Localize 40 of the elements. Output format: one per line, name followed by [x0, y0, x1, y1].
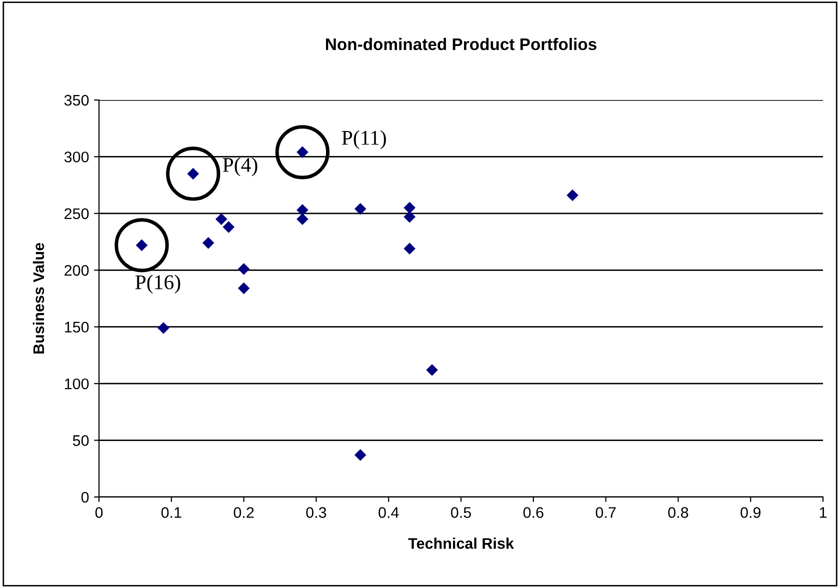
- y-tick-label: 0: [81, 492, 89, 503]
- x-tick-label: 1: [820, 507, 827, 518]
- y-tick-label: 150: [64, 322, 89, 333]
- point: [202, 237, 214, 249]
- x-tick-label: 0.4: [378, 507, 399, 518]
- x-tick-label: 0: [95, 507, 103, 518]
- y-tick-label: 200: [64, 265, 89, 276]
- y-tick-label: 50: [72, 435, 89, 446]
- x-tick-label: 0.1: [161, 507, 182, 518]
- point: [238, 263, 250, 275]
- point: [216, 213, 227, 225]
- x-tick-label: 0.5: [450, 507, 471, 518]
- point: [354, 203, 366, 214]
- y-tick-label: 250: [64, 208, 89, 220]
- x-tick-label: 0.7: [596, 507, 616, 518]
- point: [296, 213, 308, 225]
- point: [238, 282, 250, 294]
- point: [296, 204, 308, 216]
- x-tick-label: 0.3: [306, 507, 326, 518]
- point: [404, 202, 416, 214]
- point: [222, 221, 234, 233]
- y-tick-label: 100: [64, 378, 89, 390]
- point: [158, 322, 170, 334]
- annotation: P(16): [135, 274, 180, 294]
- x-axis-title: Technical Risk: [408, 538, 514, 549]
- x-tick-label: 0.8: [668, 507, 688, 518]
- x-tick-label: 0.9: [740, 507, 760, 518]
- y-axis-title: Business Value: [32, 242, 44, 354]
- point: [426, 364, 438, 376]
- x-tick-label: 0.6: [523, 507, 544, 518]
- y-tick-label: 350: [64, 94, 89, 106]
- annotation: P(4): [222, 157, 258, 176]
- annotation: P(11): [342, 130, 386, 150]
- point: [404, 211, 416, 222]
- y-tick-label: 300: [64, 152, 89, 162]
- chart-title: Non-dominated Product Portfolios: [326, 38, 596, 50]
- point: [404, 242, 416, 254]
- point: [566, 190, 578, 201]
- point: [354, 449, 366, 461]
- x-tick-label: 0.2: [234, 507, 254, 518]
